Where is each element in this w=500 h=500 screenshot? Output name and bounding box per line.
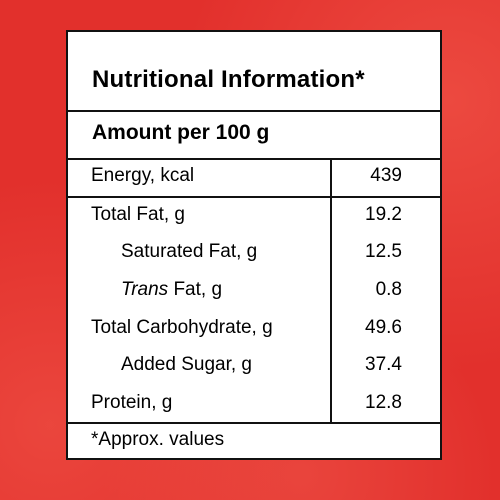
row-value-total-fat: 19.2	[365, 204, 402, 225]
footnote: *Approx. values	[91, 429, 225, 450]
row-label-energy: Energy, kcal	[91, 165, 195, 186]
trans-fat-label-rest: Fat, g	[168, 279, 223, 300]
row-value-saturated-fat: 12.5	[365, 241, 402, 262]
amount-header: Amount per 100 g	[92, 121, 270, 144]
row-label-added-sugar: Added Sugar, g	[121, 354, 252, 375]
row-value-added-sugar: 37.4	[365, 354, 402, 375]
column-divider	[330, 160, 332, 422]
row-label-trans-fat: Trans Fat, g	[121, 279, 222, 301]
trans-italic-label: Trans	[121, 279, 169, 300]
row-label-total-carbohydrate: Total Carbohydrate, g	[91, 317, 273, 338]
row-value-energy: 439	[370, 165, 402, 186]
row-label-protein: Protein, g	[91, 392, 173, 413]
header-divider	[68, 158, 440, 160]
row-label-total-fat: Total Fat, g	[91, 204, 185, 225]
row-value-total-carbohydrate: 49.6	[365, 317, 402, 338]
row-value-protein: 12.8	[365, 392, 402, 413]
row-label-saturated-fat: Saturated Fat, g	[121, 241, 258, 262]
row-value-trans-fat: 0.8	[375, 279, 402, 300]
title-divider	[68, 110, 440, 112]
nutrition-facts-panel: Nutritional Information* Amount per 100 …	[66, 30, 442, 460]
energy-divider	[68, 196, 440, 198]
footnote-divider	[68, 422, 440, 424]
panel-title: Nutritional Information*	[92, 66, 365, 93]
